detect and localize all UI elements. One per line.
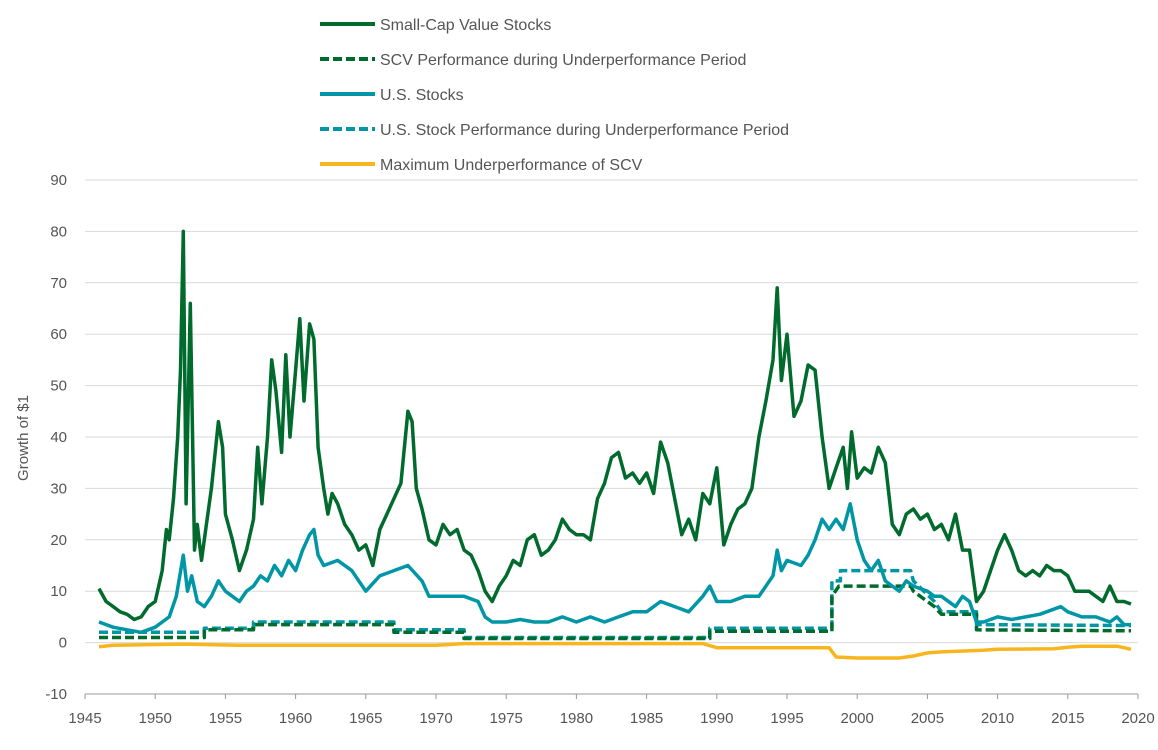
series-line-2	[98, 502, 1131, 635]
y-axis-ticks: -10 0 10 20 30 40 50 60 70 80 90	[45, 172, 67, 703]
x-tick-label: 2005	[911, 710, 944, 727]
y-axis-title: Growth of $1	[15, 395, 32, 481]
legend-label-4: Maximum Underperformance of SCV	[380, 157, 643, 174]
x-tick-label: 1970	[419, 710, 452, 727]
legend-label-3: U.S. Stock Performance during Underperfo…	[380, 122, 789, 139]
legend: Small-Cap Value Stocks SCV Performance du…	[320, 17, 789, 174]
y-tick-label: 90	[50, 172, 67, 189]
legend-label-0: Small-Cap Value Stocks	[380, 17, 551, 34]
y-tick-label: 60	[50, 326, 67, 343]
x-tick-label: 1950	[139, 710, 172, 727]
x-tick-label: 1980	[560, 710, 593, 727]
x-tick-label: 2010	[981, 710, 1014, 727]
y-tick-label: 50	[50, 378, 67, 395]
x-tick-label: 1955	[209, 710, 242, 727]
series-line-3	[99, 568, 1132, 640]
y-tick-label: -10	[45, 686, 67, 703]
x-tick-label: 1995	[770, 710, 803, 727]
y-tick-label: 10	[50, 583, 67, 600]
gridlines	[85, 179, 1138, 695]
y-tick-label: 70	[50, 275, 67, 292]
x-tick-label: 2015	[1051, 710, 1084, 727]
x-tick-label: 1990	[700, 710, 733, 727]
y-tick-label: 30	[50, 480, 67, 497]
x-tick-label: 1985	[630, 710, 663, 727]
series-line-0	[97, 229, 1132, 622]
x-tick-label: 1945	[68, 710, 101, 727]
x-tick-label: 1965	[349, 710, 382, 727]
y-tick-label: 20	[50, 532, 67, 549]
x-axis-ticks: 1945 1950 1955 1960 1965 1970 1975 1980 1985 1990…	[68, 694, 1155, 727]
x-tick-label: 1960	[279, 710, 312, 727]
legend-label-2: U.S. Stocks	[380, 87, 464, 104]
y-tick-label: 80	[50, 223, 67, 240]
y-tick-label: 0	[59, 635, 67, 652]
series-layer	[97, 229, 1132, 660]
x-tick-label: 2000	[841, 710, 874, 727]
series-line-4	[98, 641, 1132, 660]
series-line-1	[99, 584, 1132, 641]
x-tick-label: 1975	[490, 710, 523, 727]
x-tick-label: 2020	[1121, 710, 1154, 727]
legend-label-1: SCV Performance during Underperformance …	[380, 52, 746, 69]
y-tick-label: 40	[50, 429, 67, 446]
